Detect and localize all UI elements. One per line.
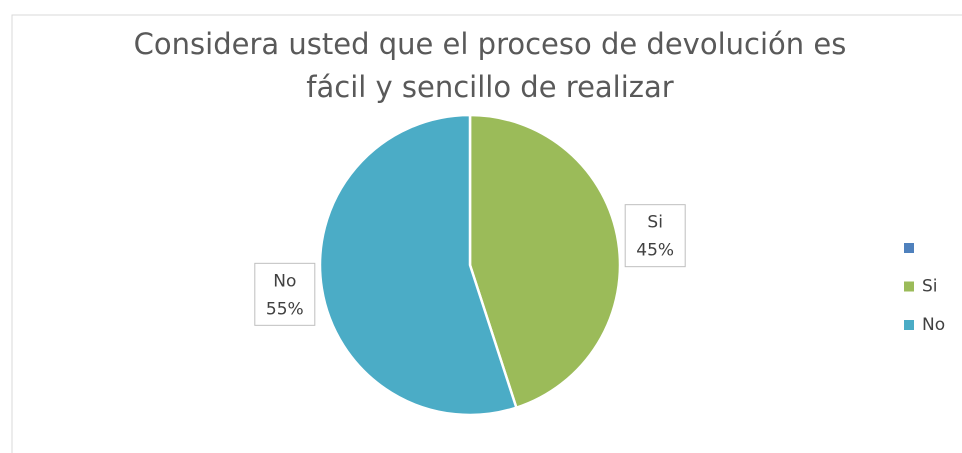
legend-label: No (922, 315, 945, 335)
chart-title: Considera usted que el proceso de devolu… (134, 27, 847, 61)
pie-slice (318, 113, 518, 417)
legend-swatch (904, 281, 914, 292)
data-label: Si (647, 213, 663, 233)
data-label-box (624, 204, 686, 268)
legend-label: Si (922, 277, 938, 297)
data-label-box (254, 262, 316, 326)
data-label: 55% (266, 299, 304, 319)
data-label: 45% (636, 241, 674, 261)
chart-border (11, 14, 962, 453)
legend-swatch (904, 320, 914, 330)
data-label: No (273, 271, 296, 291)
pie-slice (468, 113, 622, 410)
chart-title: fácil y sencillo de realizar (306, 70, 674, 104)
legend-swatch (904, 243, 914, 253)
